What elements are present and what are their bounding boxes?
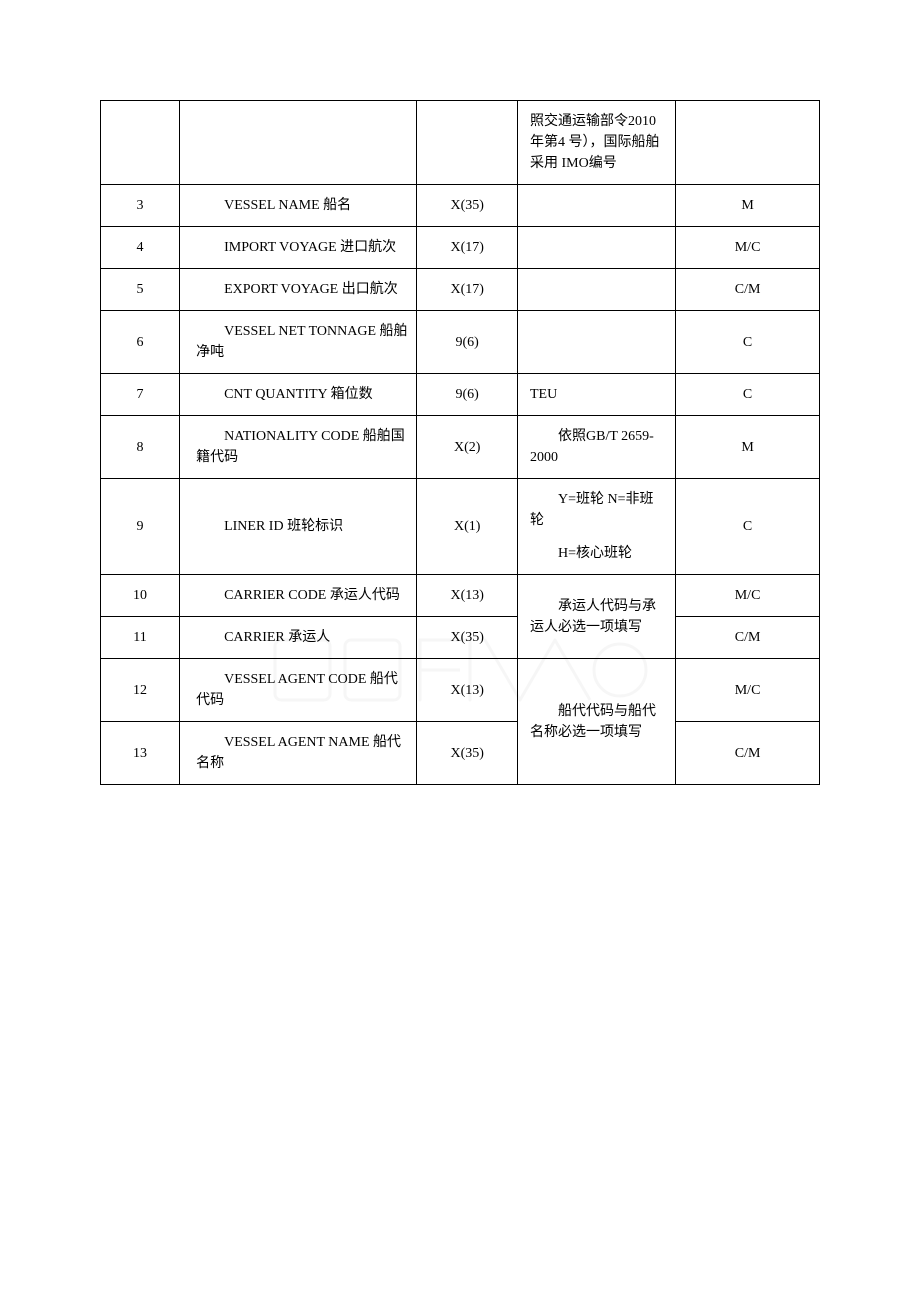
- cell-remark: 照交通运输部令2010 年第4 号），国际船舶采用 IMO编号: [518, 101, 676, 185]
- cell-format: X(13): [417, 575, 518, 617]
- cell-requirement: M/C: [676, 575, 820, 617]
- cell-remark: 船代代码与船代名称必选一项填写: [518, 659, 676, 785]
- cell-format: 9(6): [417, 374, 518, 416]
- cell-remark: TEU: [518, 374, 676, 416]
- cell-field-name: NATIONALITY CODE 船舶国籍代码: [180, 416, 417, 479]
- table-row: 12 VESSEL AGENT CODE 船代代码X(13) 船代代码与船代名称…: [101, 659, 820, 722]
- cell-number: 3: [101, 185, 180, 227]
- cell-format: X(1): [417, 479, 518, 575]
- cell-requirement: M/C: [676, 659, 820, 722]
- cell-format: X(35): [417, 617, 518, 659]
- cell-format: X(35): [417, 185, 518, 227]
- table-row: 3 VESSEL NAME 船名X(35) M: [101, 185, 820, 227]
- cell-requirement: C/M: [676, 722, 820, 785]
- cell-format: 9(6): [417, 311, 518, 374]
- cell-field-name: [180, 101, 417, 185]
- cell-format: X(35): [417, 722, 518, 785]
- cell-format: [417, 101, 518, 185]
- cell-requirement: M/C: [676, 227, 820, 269]
- cell-remark: [518, 227, 676, 269]
- cell-number: 13: [101, 722, 180, 785]
- cell-format: X(13): [417, 659, 518, 722]
- cell-number: 5: [101, 269, 180, 311]
- cell-requirement: C: [676, 374, 820, 416]
- cell-number: [101, 101, 180, 185]
- cell-remark: [518, 185, 676, 227]
- cell-requirement: C/M: [676, 269, 820, 311]
- cell-requirement: M: [676, 185, 820, 227]
- cell-requirement: C: [676, 311, 820, 374]
- cell-field-name: VESSEL NAME 船名: [180, 185, 417, 227]
- table-row: 8 NATIONALITY CODE 船舶国籍代码X(2) 依照GB/T 265…: [101, 416, 820, 479]
- cell-number: 7: [101, 374, 180, 416]
- cell-field-name: LINER ID 班轮标识: [180, 479, 417, 575]
- cell-field-name: CARRIER 承运人: [180, 617, 417, 659]
- cell-remark: 依照GB/T 2659-2000: [518, 416, 676, 479]
- table-row: 6 VESSEL NET TONNAGE 船舶净吨9(6) C: [101, 311, 820, 374]
- cell-number: 6: [101, 311, 180, 374]
- cell-requirement: C/M: [676, 617, 820, 659]
- cell-number: 11: [101, 617, 180, 659]
- cell-number: 12: [101, 659, 180, 722]
- data-table-container: 照交通运输部令2010 年第4 号），国际船舶采用 IMO编号3 VESSEL …: [100, 100, 820, 785]
- cell-remark: [518, 311, 676, 374]
- table-row: 7 CNT QUANTITY 箱位数9(6)TEUC: [101, 374, 820, 416]
- cell-format: X(17): [417, 227, 518, 269]
- cell-field-name: VESSEL AGENT CODE 船代代码: [180, 659, 417, 722]
- cell-field-name: CNT QUANTITY 箱位数: [180, 374, 417, 416]
- cell-number: 9: [101, 479, 180, 575]
- table-row: 5 EXPORT VOYAGE 出口航次X(17) C/M: [101, 269, 820, 311]
- cell-field-name: CARRIER CODE 承运人代码: [180, 575, 417, 617]
- table-row: 13 VESSEL AGENT NAME 船代名称X(35) C/M: [101, 722, 820, 785]
- cell-field-name: EXPORT VOYAGE 出口航次: [180, 269, 417, 311]
- cell-number: 10: [101, 575, 180, 617]
- cell-number: 8: [101, 416, 180, 479]
- cell-remark: Y=班轮 N=非班轮 H=核心班轮: [518, 479, 676, 575]
- table-row: 4 IMPORT VOYAGE 进口航次X(17) M/C: [101, 227, 820, 269]
- table-row: 10 CARRIER CODE 承运人代码X(13) 承运人代码与承运人必选一项…: [101, 575, 820, 617]
- cell-field-name: IMPORT VOYAGE 进口航次: [180, 227, 417, 269]
- cell-remark: 承运人代码与承运人必选一项填写: [518, 575, 676, 659]
- table-row: 11 CARRIER 承运人X(35) C/M: [101, 617, 820, 659]
- cell-format: X(2): [417, 416, 518, 479]
- cell-requirement: M: [676, 416, 820, 479]
- cell-requirement: [676, 101, 820, 185]
- cell-format: X(17): [417, 269, 518, 311]
- cell-field-name: VESSEL NET TONNAGE 船舶净吨: [180, 311, 417, 374]
- cell-remark: [518, 269, 676, 311]
- cell-number: 4: [101, 227, 180, 269]
- cell-requirement: C: [676, 479, 820, 575]
- cell-field-name: VESSEL AGENT NAME 船代名称: [180, 722, 417, 785]
- table-row: 9 LINER ID 班轮标识X(1) Y=班轮 N=非班轮 H=核心班轮C: [101, 479, 820, 575]
- table-row: 照交通运输部令2010 年第4 号），国际船舶采用 IMO编号: [101, 101, 820, 185]
- field-spec-table: 照交通运输部令2010 年第4 号），国际船舶采用 IMO编号3 VESSEL …: [100, 100, 820, 785]
